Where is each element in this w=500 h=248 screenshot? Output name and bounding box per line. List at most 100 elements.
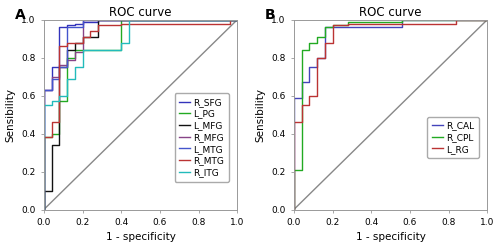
L_MFG (41, 189, 47, 192)
R_ITG (64, 77, 70, 80)
R_ITG (126, 18, 132, 21)
R_MFG (72, 58, 78, 61)
L_MTG (64, 26, 70, 29)
R_SFG (80, 20, 86, 23)
R_SFG (234, 18, 240, 21)
R_SFG (72, 24, 78, 27)
R_ITG (48, 104, 54, 107)
R_ITG (64, 94, 70, 97)
R_SFG (64, 26, 70, 29)
R_MTG (48, 136, 54, 139)
R_MTG (56, 45, 62, 48)
R_SFG (48, 89, 54, 92)
L_RG (330, 41, 336, 44)
R_MTG (41, 136, 47, 139)
R_SFG (56, 26, 62, 29)
L_MFG (80, 35, 86, 38)
R_CPL (330, 24, 336, 27)
Y-axis label: Sensibility: Sensibility (256, 88, 266, 142)
R_MFG (64, 58, 70, 61)
R_CAL (314, 66, 320, 69)
R_MTG (48, 121, 54, 124)
L_MFG (95, 18, 101, 21)
L_PG (48, 136, 54, 139)
L_PG (56, 132, 62, 135)
L_PG (64, 56, 70, 59)
R_CPL (306, 41, 312, 44)
L_PG (41, 208, 47, 211)
R_MTG (118, 22, 124, 25)
R_CAL (306, 66, 312, 69)
Line: R_MTG: R_MTG (44, 20, 238, 210)
L_RG (484, 18, 490, 21)
L_MFG (48, 189, 54, 192)
L_PG (48, 132, 54, 135)
L_PG (80, 49, 86, 52)
L_MTG (56, 77, 62, 80)
Line: L_MFG: L_MFG (44, 20, 238, 210)
R_MTG (87, 35, 93, 38)
R_CPL (484, 18, 490, 21)
L_PG (72, 49, 78, 52)
L_MFG (56, 66, 62, 69)
R_ITG (80, 66, 86, 69)
R_MTG (80, 35, 86, 38)
R_SFG (118, 18, 124, 21)
R_MFG (41, 89, 47, 92)
R_ITG (80, 49, 86, 52)
L_PG (118, 18, 124, 21)
R_MFG (56, 75, 62, 78)
L_PG (56, 100, 62, 103)
R_ITG (118, 41, 124, 44)
L_RG (306, 104, 312, 107)
L_PG (64, 100, 70, 103)
Title: ROC curve: ROC curve (360, 5, 422, 19)
R_ITG (41, 208, 47, 211)
R_MTG (226, 22, 232, 25)
Y-axis label: Sensibility: Sensibility (6, 88, 16, 142)
Line: R_ITG: R_ITG (44, 20, 238, 210)
L_RG (298, 121, 304, 124)
L_MTG (80, 26, 86, 29)
R_CPL (322, 26, 328, 29)
R_CPL (291, 208, 297, 211)
R_MFG (64, 64, 70, 67)
R_MFG (48, 89, 54, 92)
R_ITG (126, 41, 132, 44)
R_MFG (80, 18, 86, 21)
R_CPL (314, 41, 320, 44)
Title: ROC curve: ROC curve (110, 5, 172, 19)
R_CAL (484, 18, 490, 21)
R_MTG (234, 18, 240, 21)
L_MTG (48, 77, 54, 80)
L_MTG (56, 66, 62, 69)
R_CAL (399, 26, 405, 29)
L_RG (314, 94, 320, 97)
R_CPL (399, 18, 405, 21)
L_MTG (80, 18, 86, 21)
L_PG (41, 136, 47, 139)
L_RG (291, 208, 297, 211)
L_MFG (56, 144, 62, 147)
R_MFG (72, 51, 78, 54)
L_RG (314, 56, 320, 59)
R_CAL (298, 96, 304, 99)
L_RG (454, 22, 460, 25)
R_CPL (330, 26, 336, 29)
R_MTG (64, 45, 70, 48)
L_PG (80, 49, 86, 52)
L_RG (454, 18, 460, 21)
R_MTG (87, 30, 93, 32)
L_MFG (234, 18, 240, 21)
R_CAL (291, 208, 297, 211)
Legend: R_SFG, L_PG, L_MFG, R_MFG, L_MTG, R_MTG, R_ITG: R_SFG, L_PG, L_MFG, R_MFG, L_MTG, R_MTG,… (174, 93, 229, 182)
R_ITG (48, 100, 54, 103)
R_CAL (314, 56, 320, 59)
R_CPL (322, 35, 328, 38)
R_MTG (118, 24, 124, 27)
Text: B: B (265, 8, 276, 22)
R_CPL (314, 35, 320, 38)
R_MFG (80, 51, 86, 54)
L_RG (345, 22, 351, 25)
R_SFG (72, 22, 78, 25)
